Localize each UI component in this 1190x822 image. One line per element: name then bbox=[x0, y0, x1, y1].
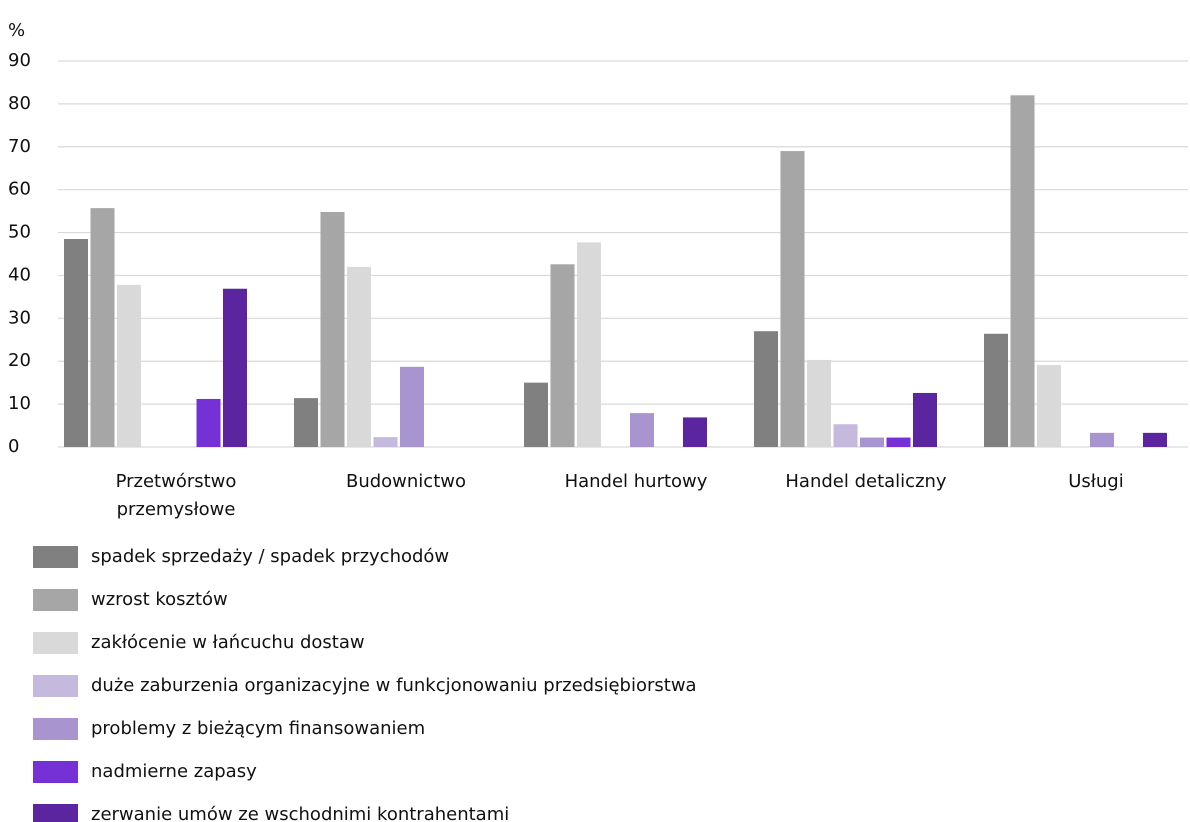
y-tick-label: 70 bbox=[8, 136, 31, 157]
bar bbox=[550, 264, 575, 447]
x-tick-label: Przetwórstwo przemysłowe bbox=[115, 471, 237, 520]
y-tick-label: 40 bbox=[8, 264, 31, 285]
y-tick-label: 90 bbox=[8, 50, 31, 71]
y-axis-label: % bbox=[8, 20, 25, 41]
bar bbox=[117, 284, 141, 447]
legend-swatch bbox=[33, 761, 78, 783]
legend-label: zerwanie umów ze wschodnimi kontrahentam… bbox=[91, 804, 509, 822]
bar bbox=[630, 413, 654, 447]
bar bbox=[1037, 365, 1061, 447]
bar bbox=[524, 382, 548, 447]
bar bbox=[400, 366, 424, 447]
bar bbox=[780, 151, 805, 448]
bar bbox=[913, 392, 937, 447]
bar bbox=[1090, 432, 1114, 447]
legend-swatch bbox=[33, 632, 78, 654]
y-tick-label: 50 bbox=[8, 222, 31, 243]
y-tick-label: 20 bbox=[8, 350, 31, 371]
bar bbox=[807, 359, 831, 447]
x-tick-label: Handel detaliczny bbox=[785, 471, 947, 492]
bar bbox=[683, 417, 707, 447]
y-tick-label: 10 bbox=[8, 393, 31, 414]
bar bbox=[1143, 432, 1167, 447]
legend-label: wzrost kosztów bbox=[91, 589, 228, 610]
x-tick-label: Usługi bbox=[1068, 471, 1124, 492]
bar bbox=[196, 398, 221, 447]
x-tick-label: Budownictwo bbox=[345, 471, 466, 492]
legend-label: spadek sprzedaży / spadek przychodów bbox=[91, 546, 449, 567]
legend-label: duże zaburzenia organizacyjne w funkcjon… bbox=[91, 675, 697, 696]
bar bbox=[860, 437, 884, 447]
bar bbox=[90, 208, 115, 447]
bar bbox=[347, 266, 371, 447]
y-tick-label: 0 bbox=[8, 436, 19, 457]
y-tick-label: 60 bbox=[8, 179, 31, 200]
y-tick-label: 30 bbox=[8, 307, 31, 328]
bar bbox=[886, 437, 911, 447]
legend-swatch bbox=[33, 589, 78, 611]
legend-label: zakłócenie w łańcuchu dostaw bbox=[91, 632, 365, 653]
legend-swatch bbox=[33, 804, 78, 822]
legend-label: nadmierne zapasy bbox=[91, 761, 257, 782]
y-tick-label: 80 bbox=[8, 93, 31, 114]
bar bbox=[833, 424, 858, 447]
bar bbox=[577, 242, 601, 447]
bar bbox=[223, 288, 247, 447]
legend-label: problemy z bieżącym finansowaniem bbox=[91, 718, 425, 739]
legend-swatch bbox=[33, 718, 78, 740]
bar bbox=[64, 238, 88, 447]
bar bbox=[754, 331, 778, 447]
legend-swatch bbox=[33, 675, 78, 697]
bar bbox=[984, 333, 1008, 447]
bar bbox=[1010, 95, 1035, 448]
bar bbox=[373, 437, 398, 447]
legend-swatch bbox=[33, 546, 78, 568]
bar bbox=[294, 398, 318, 447]
bar bbox=[320, 211, 345, 447]
x-tick-label: Handel hurtowy bbox=[564, 471, 708, 492]
